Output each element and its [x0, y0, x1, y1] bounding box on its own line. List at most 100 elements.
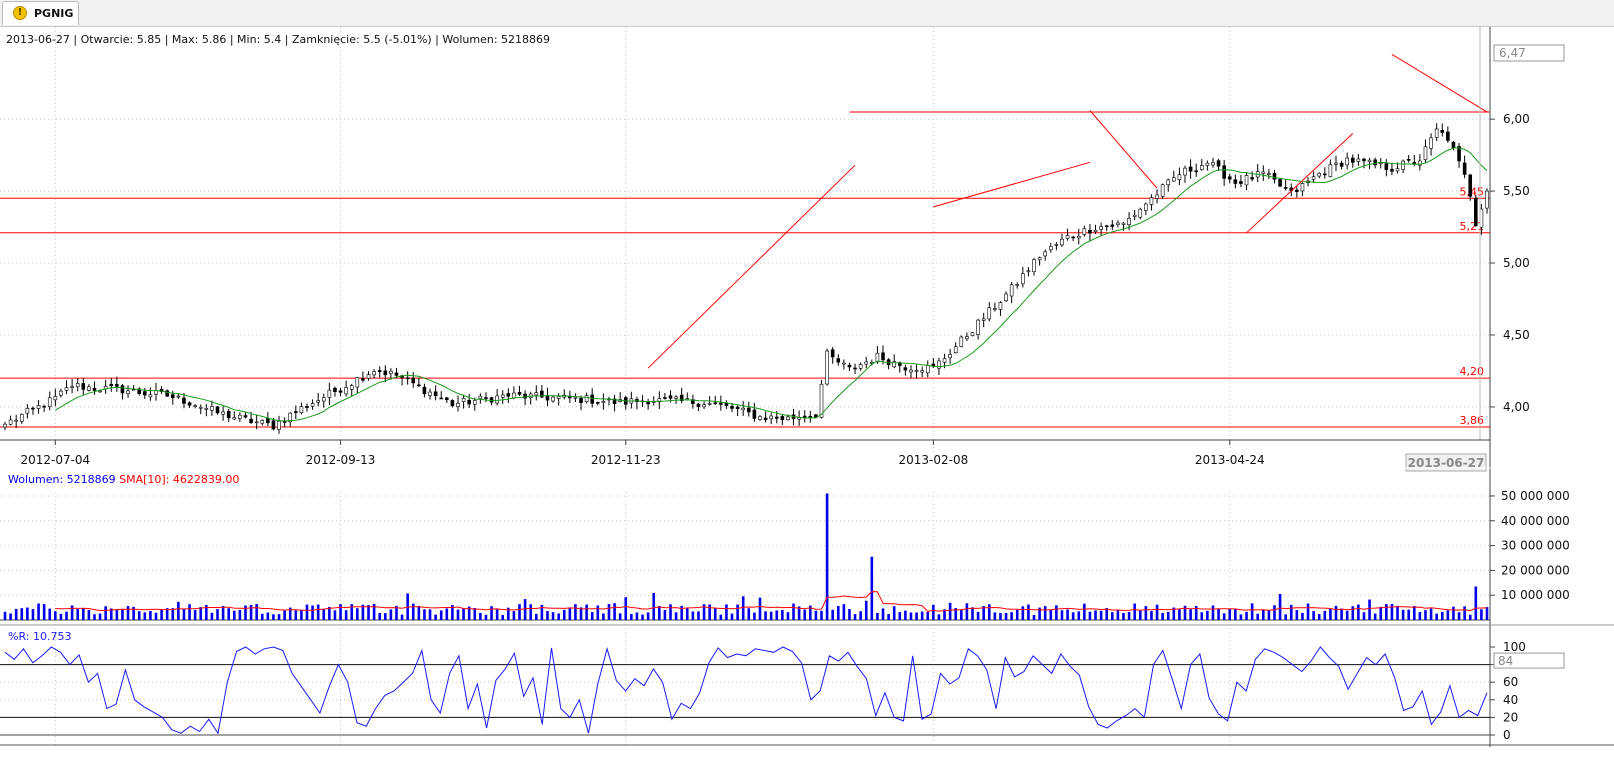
- price-tick-label: 6,00: [1503, 112, 1530, 126]
- volume-bar: [596, 605, 600, 620]
- candle-body: [277, 420, 281, 430]
- volume-tick-label: 30 000 000: [1501, 539, 1570, 553]
- volume-bar: [1116, 610, 1120, 620]
- candle-body: [176, 395, 181, 398]
- candle-body: [707, 403, 712, 405]
- volume-bar: [1334, 605, 1338, 620]
- volume-bar: [37, 603, 40, 620]
- candle-body: [993, 308, 997, 310]
- candle-body: [1339, 162, 1344, 167]
- candle-body: [1227, 176, 1232, 180]
- chart-area[interactable]: 4,203,865,215,45 4,004,505,005,506,006,4…: [0, 27, 1614, 767]
- candle-body: [752, 409, 757, 419]
- volume-bar: [126, 606, 130, 620]
- volume-bar: [1368, 599, 1371, 620]
- candle-body: [808, 416, 813, 418]
- candle-body: [774, 416, 779, 419]
- candle-body: [389, 370, 393, 374]
- volume-bar: [641, 614, 644, 620]
- volume-bar: [1060, 610, 1064, 620]
- volume-bar: [1250, 603, 1254, 620]
- volume-bar: [736, 604, 739, 620]
- volume-bar: [1273, 605, 1276, 620]
- volume-bar: [277, 614, 281, 620]
- tab-pgnig[interactable]: ! PGNIG: [2, 1, 79, 25]
- volume-bar: [1295, 610, 1299, 620]
- volume-bar: [635, 612, 639, 620]
- volume-bar: [1127, 611, 1131, 620]
- candle-body: [819, 383, 824, 418]
- volume-bar: [781, 610, 784, 620]
- volume-bar: [1351, 606, 1355, 620]
- volume-bar: [1144, 606, 1148, 620]
- candle-body: [1328, 164, 1333, 177]
- candle-body: [1300, 183, 1305, 192]
- volume-bar: [1396, 605, 1399, 620]
- info-date: 2013-06-27: [6, 33, 70, 46]
- volume-bar: [1015, 609, 1019, 620]
- volume-bar: [199, 607, 203, 620]
- volume-bar: [149, 610, 152, 620]
- volume-tick-label: 40 000 000: [1501, 514, 1570, 528]
- candle-body: [870, 361, 874, 364]
- candle-body: [1065, 235, 1070, 239]
- candle-body: [489, 397, 494, 403]
- volume-bar: [1021, 606, 1025, 620]
- candle-body: [1211, 162, 1215, 166]
- volume-bar: [864, 600, 868, 620]
- candle-body: [282, 421, 287, 423]
- candle-body: [238, 414, 242, 419]
- candle-body: [170, 394, 175, 399]
- candle-body: [1244, 175, 1249, 186]
- volume-bar: [915, 612, 918, 620]
- volume-bars: [3, 493, 1489, 620]
- price-tick-label: 4,50: [1503, 328, 1530, 342]
- volume-bar: [1401, 609, 1405, 620]
- volume-bar: [999, 612, 1002, 620]
- candle-body: [959, 336, 964, 347]
- trend-lines: [647, 53, 1488, 469]
- volume-bar: [523, 599, 527, 620]
- candle-body: [713, 402, 718, 404]
- volume-bar: [1407, 609, 1411, 620]
- volume-bar: [428, 609, 432, 620]
- candle-body: [484, 397, 488, 399]
- volume-bar: [1088, 611, 1092, 620]
- volume-bar: [512, 611, 516, 620]
- volume-bar: [210, 612, 214, 620]
- candle-body: [1283, 187, 1288, 189]
- volume-bar: [439, 610, 443, 620]
- price-tick-label: 5,50: [1503, 184, 1530, 198]
- volume-bar: [283, 610, 286, 620]
- volume-bar: [786, 612, 790, 620]
- candle-body: [1104, 225, 1109, 228]
- candle-body: [1362, 158, 1366, 162]
- volume-bar: [1211, 605, 1215, 620]
- candle-body: [1457, 146, 1461, 162]
- volume-bar: [1457, 612, 1461, 620]
- volume-bar: [881, 608, 885, 620]
- volume-bar: [540, 604, 544, 620]
- volume-bar: [1234, 609, 1237, 620]
- candle-body: [1261, 171, 1266, 174]
- volume-bar: [59, 613, 63, 620]
- candle-body: [668, 395, 673, 399]
- volume-bar: [1228, 608, 1232, 620]
- candle-body: [137, 388, 142, 394]
- candle-body: [1267, 173, 1271, 175]
- volume-bar: [383, 613, 387, 620]
- candle-body: [1048, 246, 1053, 251]
- volume-bar: [1133, 603, 1136, 620]
- williams-grid: [0, 664, 1490, 736]
- volume-bar: [456, 609, 460, 620]
- candle-body: [942, 358, 947, 363]
- candle-body: [1350, 157, 1355, 163]
- candles: [3, 123, 1489, 434]
- volume-bar: [725, 604, 728, 620]
- volume-bar: [630, 614, 633, 620]
- candle-body: [1440, 130, 1445, 133]
- williams-tick-label: 60: [1503, 675, 1518, 689]
- candle-body: [1183, 167, 1187, 176]
- candle-body: [551, 396, 555, 402]
- candle-body: [1177, 174, 1182, 180]
